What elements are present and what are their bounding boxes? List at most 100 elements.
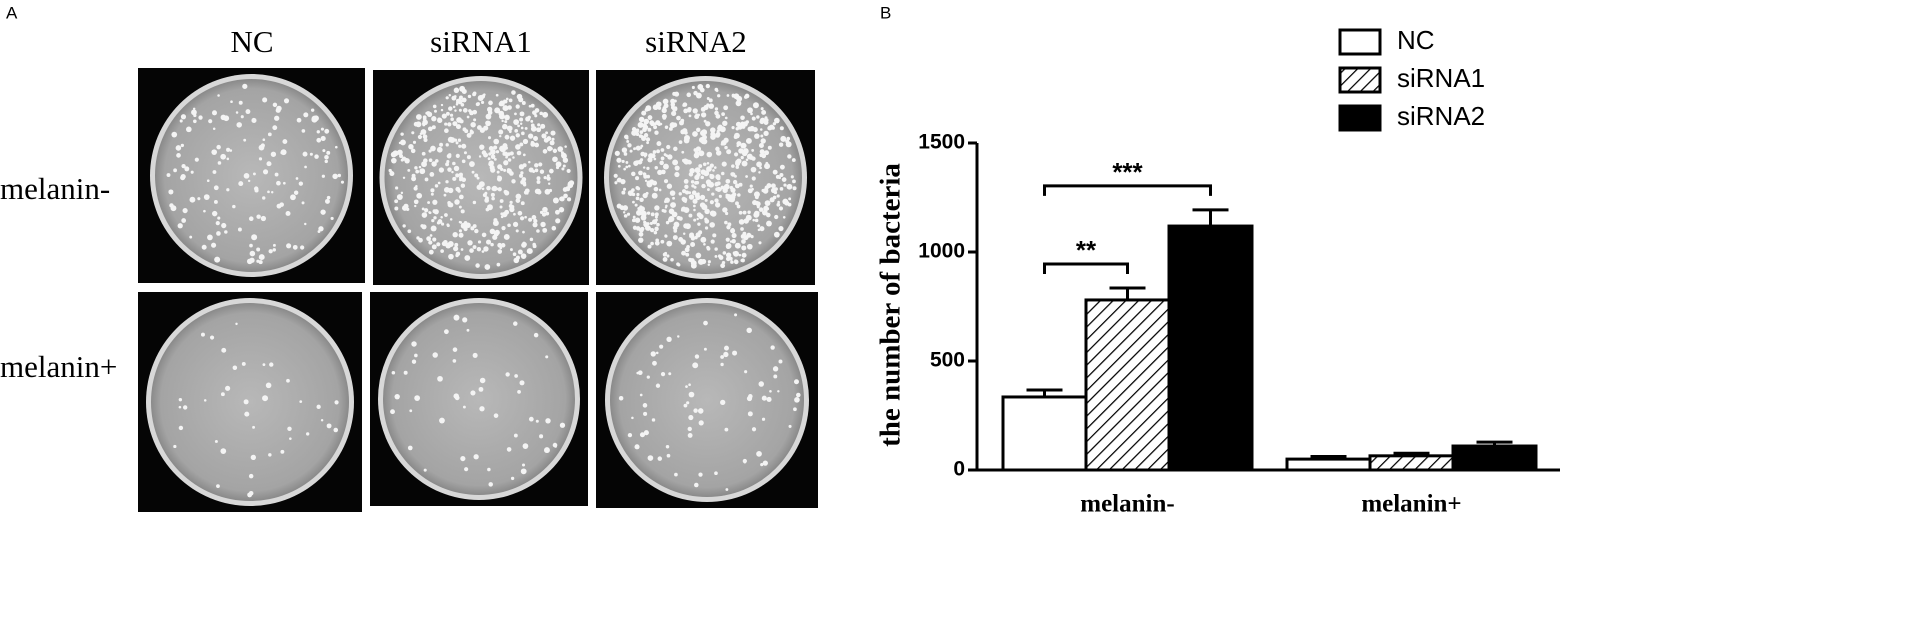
colony	[790, 175, 794, 179]
colony	[544, 447, 550, 454]
colony	[695, 146, 702, 152]
colony	[786, 183, 793, 190]
colony	[733, 152, 739, 157]
colony	[552, 197, 559, 204]
colony	[182, 405, 188, 410]
colony	[653, 157, 657, 161]
colony	[286, 243, 292, 249]
colony	[321, 174, 325, 178]
colony	[778, 225, 784, 232]
colony	[290, 194, 296, 201]
colony	[722, 207, 728, 213]
colony	[782, 216, 786, 219]
colony	[620, 179, 626, 185]
colony	[521, 101, 526, 105]
colony	[730, 228, 735, 232]
colony	[414, 353, 418, 358]
colony	[730, 260, 734, 264]
colony	[539, 111, 544, 116]
colony	[693, 408, 698, 413]
colony	[550, 130, 556, 136]
colony	[301, 129, 306, 133]
colony	[758, 207, 764, 212]
colony	[792, 179, 796, 184]
colony	[672, 225, 678, 231]
colony	[560, 152, 567, 158]
colony	[466, 155, 471, 160]
panel-label: B	[880, 3, 891, 22]
x-tick-label: melanin-	[1080, 491, 1174, 518]
colony	[514, 112, 517, 116]
colony	[533, 136, 539, 141]
colony	[749, 125, 755, 132]
colony	[697, 84, 704, 90]
colony	[501, 119, 504, 123]
colony	[416, 192, 423, 199]
colony	[714, 202, 721, 208]
colony	[725, 252, 732, 258]
colony	[644, 225, 651, 231]
colony	[687, 426, 692, 432]
colony	[516, 150, 522, 156]
colony	[458, 232, 464, 238]
colony	[635, 186, 640, 190]
colony	[730, 172, 736, 177]
colony	[396, 194, 403, 200]
colony	[666, 240, 673, 247]
colony	[448, 106, 453, 111]
colony	[499, 134, 502, 138]
colony	[522, 230, 525, 234]
colony	[292, 244, 298, 250]
colony	[211, 149, 218, 155]
colony	[495, 150, 500, 154]
colony	[665, 220, 670, 225]
colony	[655, 218, 658, 222]
colony	[625, 161, 629, 164]
colony	[766, 396, 772, 402]
colony	[734, 183, 740, 189]
colony	[455, 153, 460, 158]
colony	[520, 253, 527, 259]
colony	[691, 184, 695, 188]
colony	[715, 146, 720, 152]
colony	[444, 213, 448, 217]
colony	[224, 230, 228, 234]
colony	[690, 180, 695, 184]
colony	[724, 145, 728, 150]
colony	[430, 145, 436, 152]
colony	[764, 150, 770, 156]
colony	[428, 158, 433, 163]
colony	[631, 171, 636, 177]
colony	[274, 115, 280, 121]
colony	[226, 147, 231, 152]
colony	[642, 192, 648, 199]
colony	[515, 255, 520, 260]
colony	[697, 408, 704, 414]
colony	[258, 260, 263, 265]
colony	[324, 128, 330, 134]
colony	[531, 215, 537, 220]
colony	[249, 243, 253, 248]
colony	[476, 125, 482, 130]
colony	[184, 166, 190, 172]
colony	[482, 150, 486, 154]
colony	[746, 327, 752, 334]
colony	[788, 424, 792, 428]
colony	[654, 215, 658, 219]
colony	[547, 182, 551, 185]
colony	[462, 317, 468, 323]
colony	[408, 144, 414, 150]
significance-bracket	[1043, 184, 1212, 196]
colony	[554, 209, 560, 215]
colony	[490, 192, 495, 197]
colony	[776, 202, 781, 207]
colony	[639, 130, 644, 135]
colony	[760, 134, 764, 138]
colony	[659, 160, 664, 166]
y-tick-label: 1500	[918, 131, 965, 154]
colony	[513, 433, 518, 438]
colony	[551, 225, 557, 231]
colony	[473, 454, 479, 460]
colony	[427, 201, 431, 204]
colony	[672, 106, 678, 112]
